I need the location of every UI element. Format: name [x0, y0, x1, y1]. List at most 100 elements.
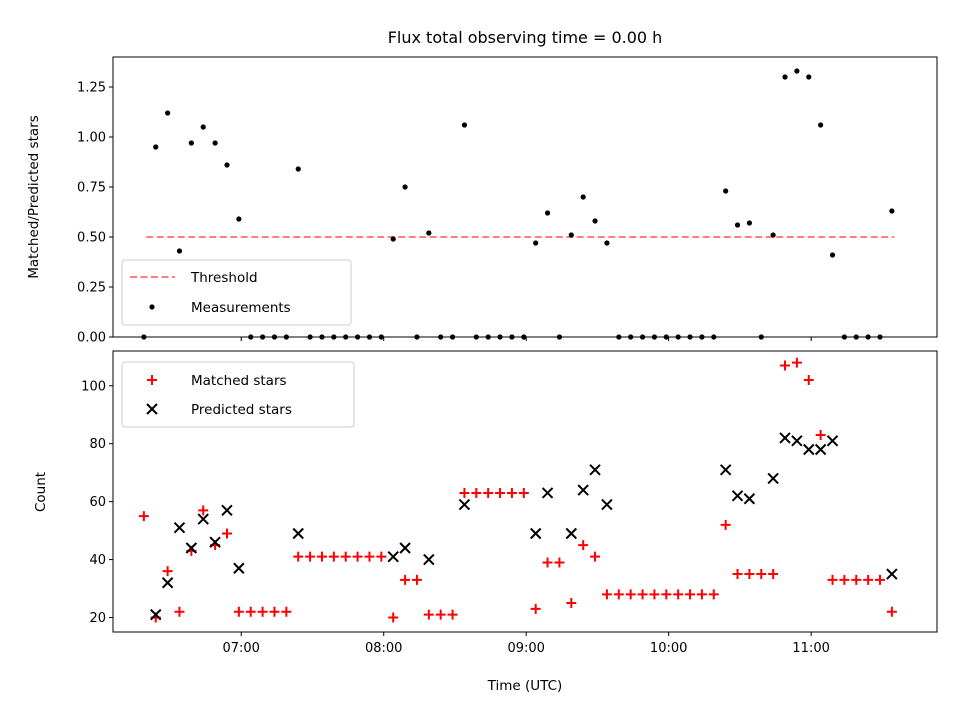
measurement-point [592, 218, 598, 224]
predicted-star-point [185, 542, 198, 554]
legend-measurement-label: Measurements [191, 300, 291, 316]
measurement-point [200, 124, 206, 130]
measurement-point [295, 166, 301, 172]
matched-star-point [601, 589, 612, 600]
bottom-axes-frame [112, 350, 938, 633]
measurement-point [390, 236, 396, 242]
bottom-y-axis: 20 40 60 80 100 [81, 379, 113, 626]
matched-star-point [625, 589, 636, 600]
top-y-tick-label: 0.50 [77, 231, 106, 246]
predicted-star-point [399, 542, 411, 554]
measurement-point [402, 184, 408, 190]
matched-star-point [839, 574, 850, 585]
measurement-point [794, 68, 800, 74]
predicted-star-point [779, 432, 791, 444]
predicted-star-point [292, 527, 304, 540]
measurement-point [829, 252, 836, 258]
predicted-star-point [589, 464, 601, 476]
top-legend: Threshold Measurements [121, 259, 352, 326]
predicted-star-point [565, 527, 578, 540]
predicted-star-point [719, 464, 732, 476]
predicted-star-point [387, 550, 399, 563]
matched-star-point [791, 357, 802, 368]
matched-star-point [364, 551, 375, 562]
measurement-point [806, 74, 812, 80]
matched-star-point [257, 606, 268, 617]
matched-star-point [851, 574, 862, 585]
matched-star-point [518, 487, 529, 498]
predicted-star-point [161, 577, 174, 589]
top-x-ticks [240, 337, 812, 341]
matched-star-point [376, 551, 387, 562]
matched-star-point [245, 606, 256, 617]
matched-star-point [388, 612, 399, 623]
measurement-point [580, 194, 586, 200]
matched-star-point [590, 551, 601, 562]
matched-star-point [233, 606, 244, 617]
matched-star-point [827, 574, 838, 585]
predicted-star-point [423, 553, 435, 566]
matched-star-point [613, 589, 624, 600]
matched-star-point [471, 487, 482, 498]
bottom-x-axis: 07:00 08:00 09:00 10:00 11:00 [222, 632, 830, 656]
matched-star-point [293, 551, 304, 562]
x-tick-label: 07:00 [222, 641, 259, 656]
matched-star-point [685, 589, 696, 600]
matched-star-point [566, 598, 577, 609]
top-y-axis-label: Matched/Predicted stars [26, 115, 42, 278]
predicted-star-point [803, 443, 815, 456]
x-tick-label: 11:00 [792, 641, 829, 656]
bottom-y-tick-label: 40 [89, 553, 106, 568]
bottom-y-tick-label: 20 [89, 611, 106, 626]
measurement-point [568, 232, 574, 238]
matched-star-point [803, 374, 814, 385]
legend-threshold-label: Threshold [190, 270, 258, 286]
measurement-point [889, 208, 895, 214]
bottom-y-tick-label: 100 [81, 379, 106, 394]
matched-star-point [174, 606, 185, 617]
matched-star-point [744, 569, 755, 580]
predicted-star-point [209, 536, 221, 548]
predicted-star-point [767, 472, 779, 485]
matched-star-point [305, 551, 316, 562]
matched-star-point [756, 569, 767, 580]
predicted-star-point [173, 522, 186, 534]
predicted-star-point [529, 527, 542, 540]
matched-star-point [447, 609, 458, 620]
bottom-legend: Matched stars Predicted stars [121, 361, 355, 428]
predicted-star-point [577, 484, 589, 496]
predicted-star-point [150, 608, 162, 621]
measurement-point [212, 140, 218, 146]
measurement-point [746, 220, 753, 226]
bottom-panel: 20 40 60 80 100 07:00 08:00 09:00 10:00 11:00 Co… [33, 350, 938, 694]
matched-star-point [875, 574, 886, 585]
matched-star-point [423, 609, 434, 620]
measurement-point [461, 122, 468, 128]
matched-star-point [495, 487, 506, 498]
matched-star-point [554, 557, 565, 568]
matched-star-point [352, 551, 363, 562]
matched-star-point [732, 569, 743, 580]
matched-star-point [768, 569, 779, 580]
matched-star-point [530, 603, 541, 614]
predicted-star-point [826, 435, 839, 447]
predicted-star-point [233, 562, 245, 574]
top-y-tick-label: 0.00 [77, 331, 106, 346]
matched-star-point [886, 606, 897, 617]
matched-star-point [673, 589, 684, 600]
matched-star-point [720, 519, 731, 530]
matched-star-point [780, 360, 791, 371]
legend-box [121, 361, 355, 428]
measurement-point [426, 230, 432, 236]
matched-star-point [328, 551, 339, 562]
top-y-tick-label: 1.25 [77, 81, 106, 96]
top-axes-frame [112, 56, 938, 338]
predicted-star-point [791, 435, 803, 447]
top-plot-area [141, 68, 895, 340]
top-panel: 0.00 0.25 0.50 0.75 1.00 1.25 Matched/Predict… [26, 56, 938, 346]
matched-star-point [863, 574, 874, 585]
matched-star-point [506, 487, 517, 498]
predicted-star-point [743, 493, 756, 505]
measurement-point [734, 222, 741, 228]
